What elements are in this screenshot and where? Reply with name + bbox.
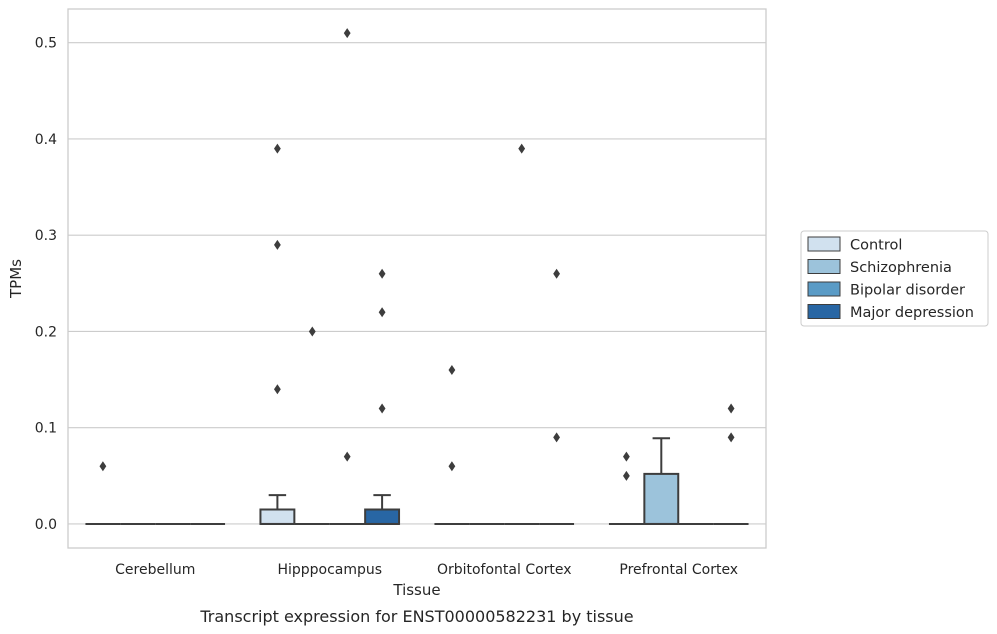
box [259, 508, 296, 525]
box [364, 508, 401, 525]
box-group [504, 143, 540, 525]
legend-swatch [807, 304, 841, 319]
legend-swatch [807, 259, 841, 274]
box-group [539, 268, 575, 525]
legend-label: Schizophrenia [850, 260, 952, 276]
box-group [85, 461, 121, 525]
y-tick-label: 0.4 [35, 132, 57, 148]
y-tick-label: 0.2 [35, 324, 57, 340]
box-group [294, 326, 330, 525]
x-axis-label: Tissue [392, 581, 440, 599]
outlier-point [623, 470, 630, 481]
y-tick-label: 0.3 [35, 228, 57, 244]
outlier-point [378, 307, 386, 318]
outlier-point [99, 461, 107, 472]
outlier-point [448, 364, 456, 375]
legend-swatch [807, 236, 841, 252]
outlier-point [727, 432, 735, 443]
outlier-point [343, 451, 351, 462]
x-tick-label: Prefrontal Cortex [619, 562, 738, 578]
outlier-point [274, 384, 281, 395]
outlier-point [343, 28, 351, 39]
box-group [643, 437, 680, 525]
box-plots [85, 28, 749, 525]
outlier-point [274, 143, 281, 154]
outlier-point [378, 403, 386, 414]
box [643, 472, 680, 525]
chart-caption: Transcript expression for ENST0000058223… [199, 607, 633, 626]
box-group [259, 143, 296, 525]
box-group [608, 451, 644, 525]
legend: Control Schizophrenia Bipolar disorder Majo… [800, 230, 989, 327]
box-group [364, 268, 401, 525]
box-group [713, 403, 749, 525]
x-axis-ticks: Cerebellum Hipppocampus Orbitofontal Corte… [115, 562, 738, 578]
outlier-point [727, 403, 735, 414]
y-tick-label: 0.0 [35, 517, 57, 533]
legend-label: Bipolar disorder [850, 283, 965, 299]
x-tick-label: Hipppocampus [277, 562, 382, 578]
outlier-point [553, 432, 560, 443]
y-tick-label: 0.1 [35, 421, 57, 437]
box-group [434, 364, 470, 525]
outlier-point [308, 326, 316, 337]
outlier-point [623, 451, 630, 462]
legend-label: Control [850, 238, 902, 254]
x-tick-label: Orbitofontal Cortex [437, 562, 572, 578]
outlier-point [274, 239, 281, 250]
legend-frame [800, 230, 989, 327]
legend-label: Major depression [850, 305, 974, 321]
y-axis-ticks: 0.0 0.1 0.2 0.3 0.4 0.5 [35, 36, 57, 533]
outlier-point [448, 461, 456, 472]
x-tick-label: Cerebellum [115, 562, 195, 578]
y-axis-label: TPMs [7, 259, 25, 299]
outlier-point [553, 268, 560, 279]
box-group [329, 28, 365, 525]
outlier-point [518, 143, 526, 154]
outlier-point [378, 268, 386, 279]
plot-frame [67, 8, 767, 549]
legend-swatch [807, 281, 841, 297]
y-tick-label: 0.5 [35, 36, 57, 52]
